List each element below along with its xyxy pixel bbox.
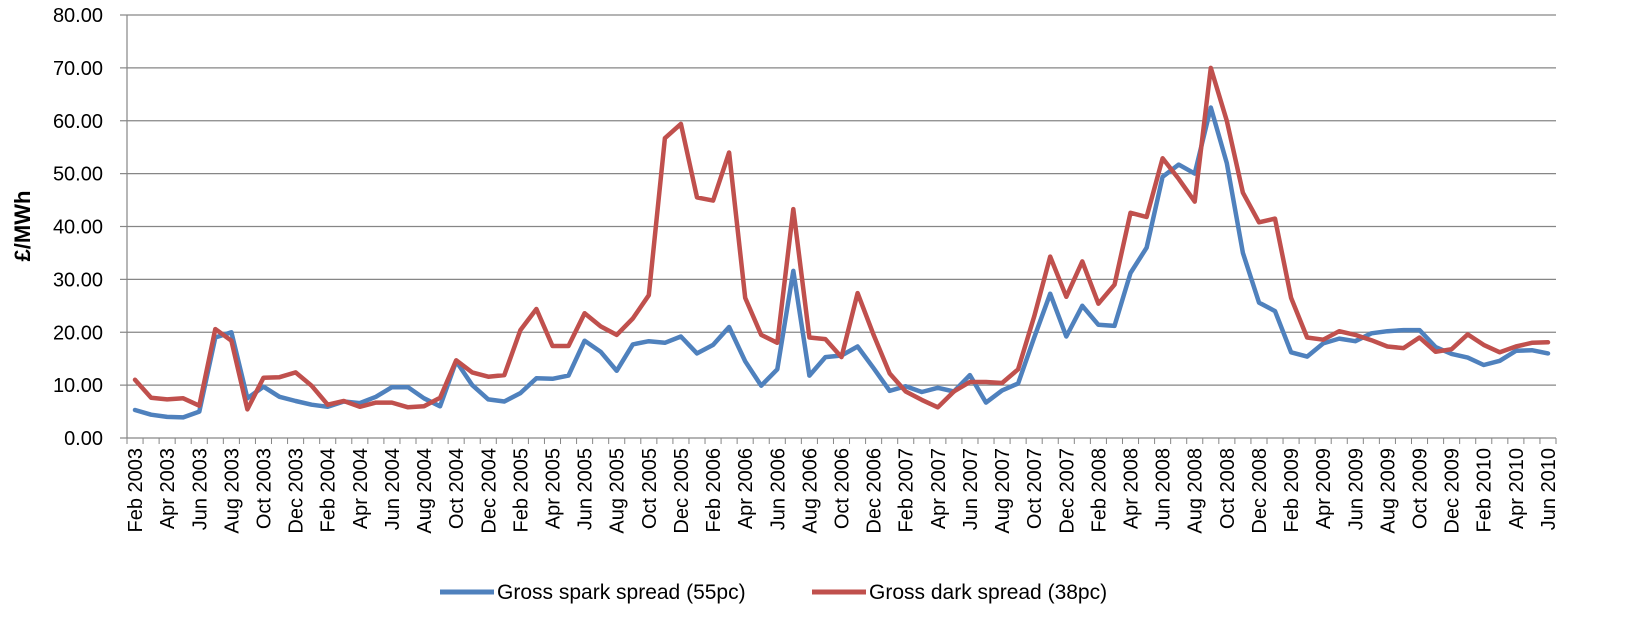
x-tick-label: Apr 2003	[157, 448, 179, 529]
x-tick-label: Oct 2005	[639, 448, 661, 529]
x-tick-label: Aug 2009	[1377, 448, 1399, 534]
x-tick-label: Jun 2008	[1153, 448, 1175, 530]
y-tick-label: 40.00	[53, 217, 103, 239]
x-tick-label: Jun 2010	[1538, 448, 1560, 530]
x-tick-label: Dec 2006	[864, 448, 886, 534]
legend-label-dark: Gross dark spread (38pc)	[869, 581, 1107, 604]
y-tick-label: 80.00	[53, 5, 103, 27]
x-tick-label: Aug 2006	[799, 448, 821, 534]
y-axis: 0.00 10.00 20.00 30.00 40.00 50.00 60.00 70.00 8…	[53, 5, 128, 450]
x-tick-label: Apr 2008	[1121, 448, 1143, 529]
y-tick-label: 60.00	[53, 111, 103, 133]
x-tick-label: Aug 2004	[414, 448, 436, 534]
series-lines	[132, 65, 1551, 420]
x-tick-label: Feb 2009	[1281, 448, 1303, 533]
x-tick-label: Dec 2005	[671, 448, 693, 534]
x-tick-label: Apr 2009	[1313, 448, 1335, 529]
x-tick-label: Feb 2003	[125, 448, 147, 533]
x-tick-label: Jun 2006	[767, 448, 789, 530]
x-tick-label: Jun 2009	[1345, 448, 1367, 530]
x-tick-label: Feb 2004	[318, 448, 340, 533]
x-tick-label: Apr 2010	[1506, 448, 1528, 529]
x-tick-label: Feb 2008	[1088, 448, 1110, 533]
series-line-spark	[132, 105, 1551, 420]
x-tick-label: Dec 2008	[1249, 448, 1271, 534]
gridlines	[127, 14, 1556, 386]
x-tick-label: Oct 2004	[446, 448, 468, 529]
x-tick-label: Apr 2005	[543, 448, 565, 529]
x-tick-label: Feb 2007	[896, 448, 918, 533]
x-tick-label: Apr 2004	[350, 448, 372, 529]
x-tick-label: Dec 2007	[1056, 448, 1078, 534]
x-tick-label: Aug 2005	[607, 448, 629, 534]
x-tick-label: Apr 2006	[735, 448, 757, 529]
x-tick-label: Oct 2003	[254, 448, 276, 529]
x-axis: Feb 2003 Apr 2003 Jun 2003 Aug 2003 Oct 2003…	[125, 437, 1560, 534]
x-tick-label: Oct 2009	[1410, 448, 1432, 529]
y-tick-label: 50.00	[53, 164, 103, 186]
x-tick-label: Jun 2004	[382, 448, 404, 530]
legend: Gross spark spread (55pc) Gross dark spr…	[440, 581, 1107, 604]
series-line-dark	[132, 65, 1551, 412]
x-tick-label: Apr 2007	[928, 448, 950, 529]
x-tick-label: Aug 2007	[992, 448, 1014, 534]
x-tick-label: Aug 2008	[1185, 448, 1207, 534]
x-tick-label: Feb 2005	[510, 448, 532, 533]
x-tick-label: Feb 2006	[703, 448, 725, 533]
x-tick-label: Oct 2007	[1024, 448, 1046, 529]
y-tick-label: 30.00	[53, 269, 103, 291]
y-axis-title: £/MWh	[10, 191, 35, 262]
y-tick-label: 70.00	[53, 58, 103, 80]
x-tick-label: Jun 2007	[960, 448, 982, 530]
y-tick-label: 0.00	[64, 428, 103, 450]
x-tick-label: Dec 2003	[286, 448, 308, 534]
legend-label-spark: Gross spark spread (55pc)	[497, 581, 746, 604]
x-tick-label: Feb 2010	[1474, 448, 1496, 533]
y-tick-label: 20.00	[53, 322, 103, 344]
x-tick-label: Dec 2009	[1442, 448, 1464, 534]
x-tick-label: Aug 2003	[221, 448, 243, 534]
x-tick-label: Dec 2004	[478, 448, 500, 534]
x-tick-label: Jun 2003	[189, 448, 211, 530]
x-tick-label: Jun 2005	[575, 448, 597, 530]
x-tick-label: Oct 2008	[1217, 448, 1239, 529]
x-tick-label: Oct 2006	[832, 448, 854, 529]
y-tick-label: 10.00	[53, 375, 103, 397]
